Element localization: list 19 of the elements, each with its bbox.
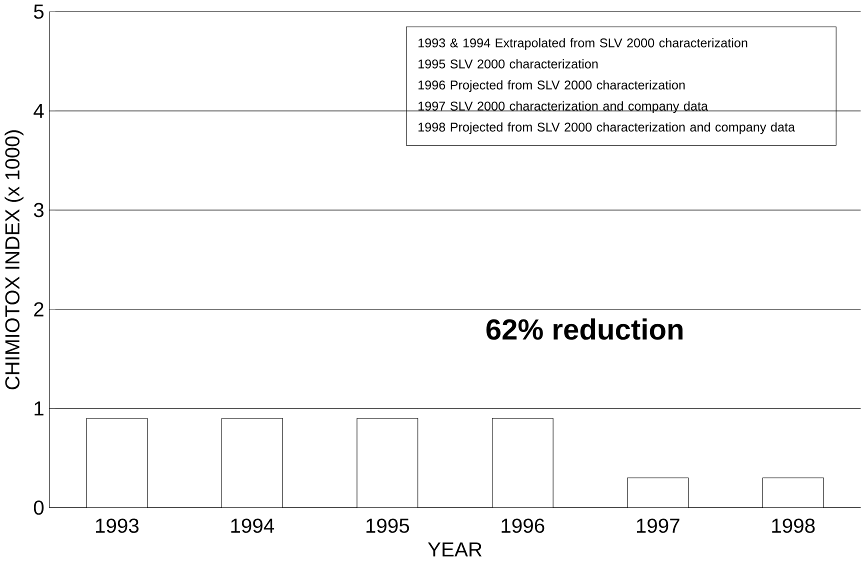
y-tick-label: 2 bbox=[34, 302, 44, 316]
annotation: 1993 & 1994 Extrapolated from SLV 2000 characterization bbox=[418, 38, 748, 50]
x-tick-label: 1996 bbox=[502, 518, 544, 533]
x-tick-label: 1993 bbox=[96, 518, 139, 533]
y-tick-label: 5 bbox=[34, 4, 44, 19]
x-axis-title: YEAR bbox=[428, 542, 482, 556]
y-tick-label: 0 bbox=[34, 500, 44, 515]
x-tick-label: 1995 bbox=[366, 518, 410, 533]
annotation: 62% reduction bbox=[486, 318, 683, 340]
annotation: 1995 SLV 2000 characterization bbox=[418, 59, 598, 68]
y-tick-label: 4 bbox=[34, 104, 44, 118]
y-tick-label: 3 bbox=[34, 202, 44, 218]
x-tick-label: 1998 bbox=[772, 518, 815, 533]
x-tick-label: 1997 bbox=[636, 518, 680, 533]
x-tick-label: 1994 bbox=[231, 518, 274, 533]
y-tick-label: 1 bbox=[34, 401, 44, 416]
annotation: 1998 Projected from SLV 2000 characterization and company data bbox=[418, 122, 796, 134]
y-axis-title: CHIMIOTOX INDEX (x 1000) bbox=[4, 130, 24, 390]
annotation: 1996 Projected from SLV 2000 characterization bbox=[418, 80, 685, 92]
